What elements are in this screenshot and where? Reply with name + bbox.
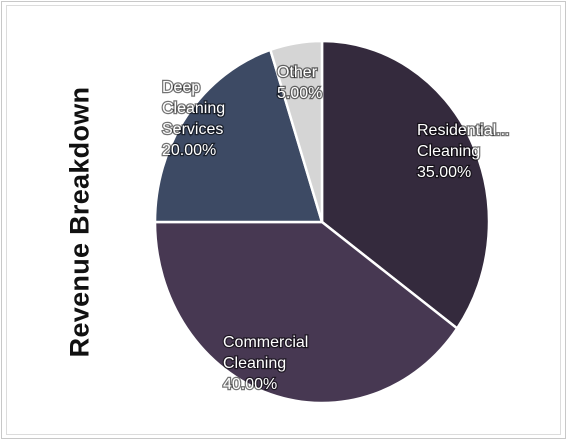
pie-label-other: Other 5.00% — [277, 64, 322, 102]
pie-labels: Residential... Cleaning 35.00% Commercial Cl… — [161, 63, 511, 395]
chart-inner-frame — [6, 5, 561, 435]
pie-slice-commercial-cleaning[interactable] — [153, 220, 459, 405]
pie-label-residential-cleaning: Residential... Cleaning 35.00% — [417, 122, 510, 181]
pie-slice-residential-cleaning[interactable] — [320, 39, 491, 331]
pie-label-deep-cleaning-services: Deep Cleaning Services 20.00% — [162, 79, 225, 159]
pie-slices — [153, 39, 491, 405]
pie-slice-deep-cleaning-services[interactable] — [153, 48, 324, 224]
pie-label-commercial-cleaning: Commercial Cleaning 40.00% — [223, 334, 308, 393]
pie-slice-other[interactable] — [268, 39, 324, 223]
